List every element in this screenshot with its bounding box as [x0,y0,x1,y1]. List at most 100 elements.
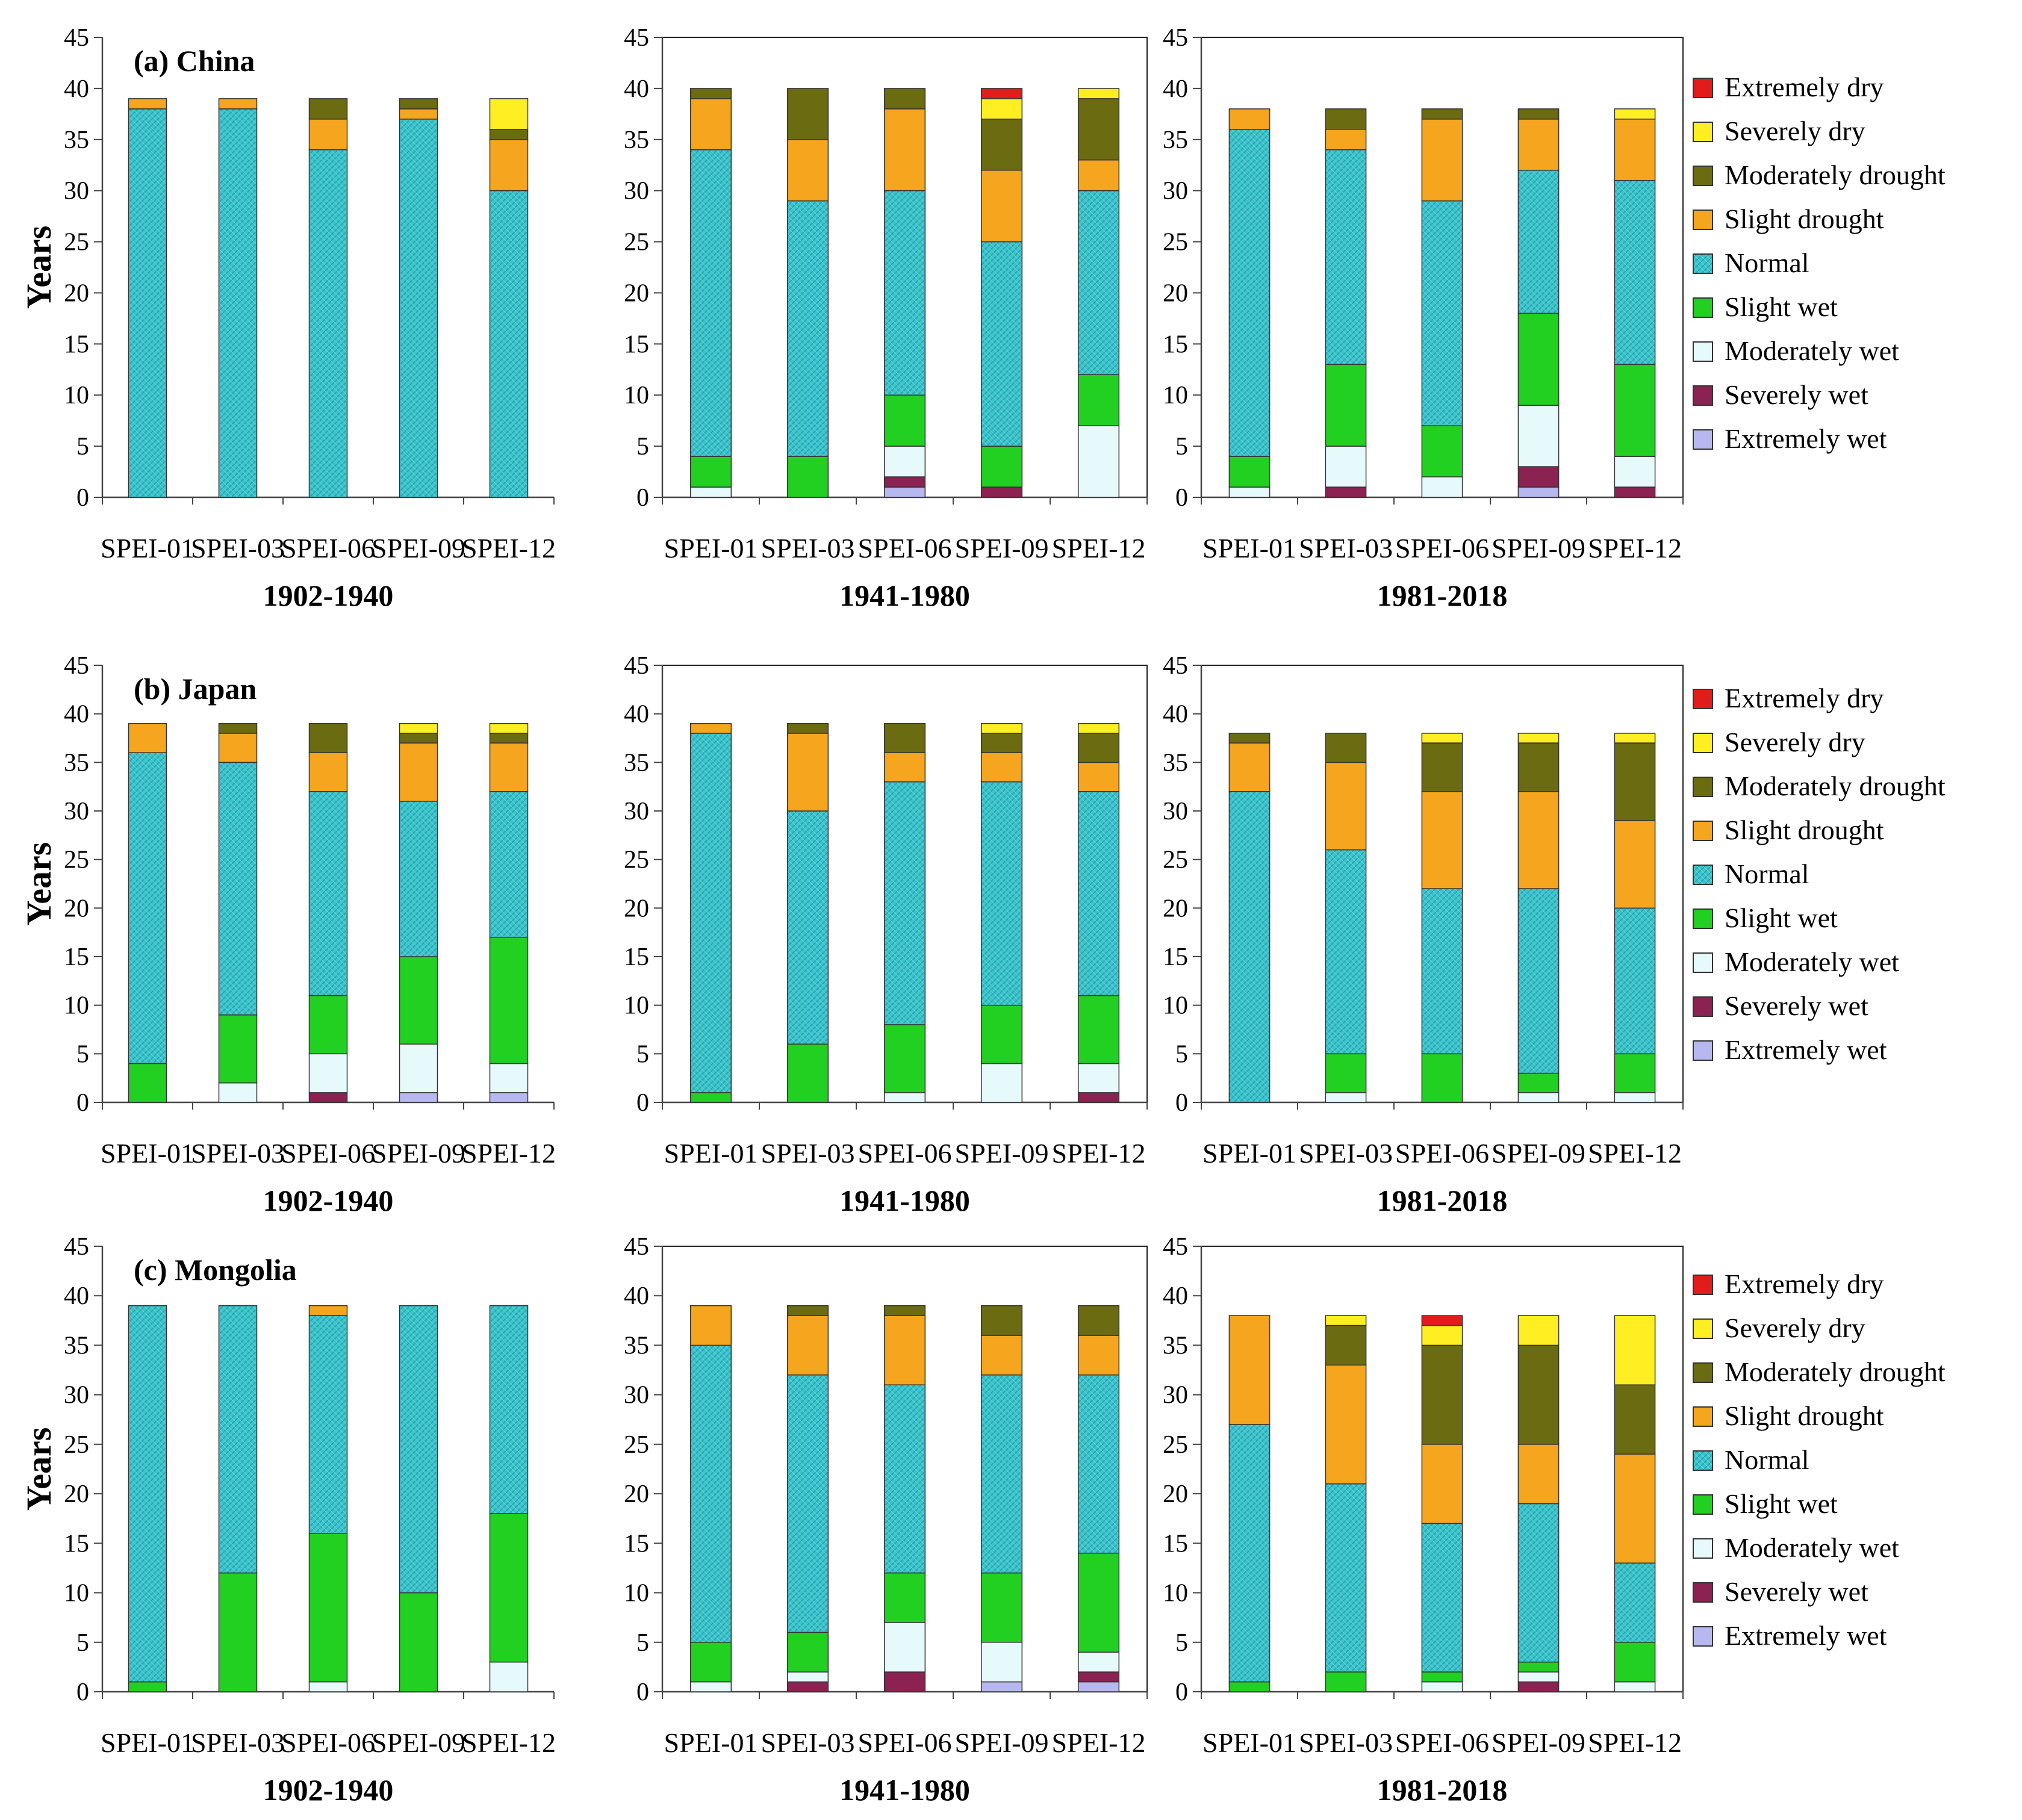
bar-segment-spei-12-slight-drought [1614,1453,1656,1564]
normal-swatch-icon [1693,253,1713,274]
bar-segment-spei-01-slight-wet [128,1681,167,1692]
x-category-label: SPEI-01 [664,1138,758,1169]
period-label: 1981-2018 [1377,579,1508,612]
bar-segment-spei-06-normal [308,149,348,498]
x-category-label: SPEI-09 [372,533,465,564]
period-label: 1981-2018 [1377,1184,1508,1217]
x-category-label: SPEI-03 [191,533,285,564]
bar-segment-spei-03-moderately-wet [786,1671,829,1683]
bar-segment-spei-01-slight-drought [689,723,732,734]
bar-segment-spei-12-moderately-drought [1614,1384,1656,1455]
bar-segment-spei-12-moderately-drought [1077,1305,1120,1336]
y-tick-label: 30 [1163,178,1188,205]
x-category-label: SPEI-09 [1492,1138,1585,1169]
bar-segment-spei-12-slight-wet [1614,364,1656,457]
bar-segment-spei-12-slight-wet [1077,374,1120,426]
bar-segment-spei-06-moderately-wet [883,1622,926,1672]
x-category-label: SPEI-01 [101,1727,194,1758]
y-tick-label: 5 [1175,1629,1188,1657]
legend-label-slight-wet: Slight wet [1725,1488,1838,1519]
bar-segment-spei-06-severely-dry [1421,733,1463,744]
y-tick-label: 15 [624,1530,649,1558]
bar-segment-spei-03-slight-drought [1325,129,1367,151]
y-tick-label: 35 [64,749,89,777]
bar-segment-spei-03-slight-drought [1325,1364,1367,1485]
y-tick-label: 45 [1163,652,1188,680]
x-category-label: SPEI-03 [1299,1727,1393,1758]
y-tick-label: 40 [64,1282,89,1310]
bar-segment-spei-01-slight-wet [128,1063,167,1103]
x-category-label: SPEI-12 [462,533,556,564]
bar-segment-spei-12-moderately-wet [1077,1651,1120,1672]
bar-segment-spei-09-slight-drought [980,169,1023,243]
y-tick-label: 15 [624,943,649,971]
bar-segment-spei-01-normal [689,733,732,1093]
y-tick-label: 15 [64,943,89,971]
bar-segment-spei-06-moderately-drought [1421,108,1463,120]
bar-segment-spei-09-severely-dry [1517,1315,1560,1346]
bar-segment-spei-06-slight-drought [1421,790,1463,889]
severely-dry-swatch-icon [1693,122,1713,142]
y-tick-label: 35 [624,749,649,777]
y-tick-label: 30 [624,178,649,205]
y-tick-label: 45 [64,24,89,52]
x-category-label: SPEI-03 [761,1138,855,1169]
bar-segment-spei-09-moderately-wet [980,1642,1023,1683]
bar-segment-spei-09-moderately-drought [980,1305,1023,1336]
bar-segment-spei-09-moderately-wet [980,1063,1023,1103]
bar-segment-spei-12-slight-drought [489,139,529,191]
bar-segment-spei-03-slight-wet [1325,1671,1367,1692]
y-tick-label: 0 [1175,1679,1188,1706]
bar-segment-spei-12-severely-dry [1077,723,1120,734]
extremely-dry-swatch-icon [1693,1275,1713,1295]
y-tick-label: 5 [636,1629,649,1657]
moderately-wet-swatch-icon [1693,952,1713,973]
legend-japan: Extremely dry Severely dry Moderately drou… [1693,683,1946,1065]
bar-segment-spei-06-slight-wet [883,394,926,447]
x-category-label: SPEI-03 [191,1727,285,1758]
bar-segment-spei-09-normal [1517,1503,1560,1663]
x-category-label: SPEI-06 [858,1138,952,1169]
bar-segment-spei-03-slight-wet [786,456,829,498]
extremely-wet-swatch-icon [1693,1040,1713,1061]
bar-segment-spei-06-extremely-dry [1421,1315,1463,1326]
bar-segment-spei-09-normal [980,781,1023,1006]
x-category-label: SPEI-06 [281,533,375,564]
bar-segment-spei-06-slight-drought [308,752,348,792]
bar-segment-spei-03-normal [786,810,829,1045]
legend-mongolia: Extremely dry Severely dry Moderately drou… [1693,1269,1946,1651]
y-tick-label: 0 [76,1089,89,1117]
y-tick-label: 0 [636,484,649,512]
bar-segment-spei-09-slight-wet [1517,312,1560,406]
y-tick-label: 20 [624,1480,649,1508]
bar-segment-spei-03-normal [1325,1483,1367,1672]
legend-label-extremely-dry: Extremely dry [1725,72,1884,102]
bar-segment-spei-01-slight-drought [1228,742,1271,792]
slight-drought-swatch-icon [1693,210,1713,230]
bar-segment-spei-01-normal [128,752,167,1064]
period-label: 1941-1980 [839,579,970,612]
bar-segment-spei-06-moderately-drought [1421,742,1463,792]
bar-segment-spei-09-severely-wet [1517,466,1560,488]
bar-segment-spei-12-severely-wet [1077,1092,1120,1103]
bar-segment-spei-12-normal [489,1305,529,1514]
y-tick-label: 15 [64,331,89,358]
bar-segment-spei-12-moderately-wet [489,1661,529,1692]
y-tick-label: 20 [64,1480,89,1508]
bar-segment-spei-01-slight-drought [689,1305,732,1346]
severely-dry-swatch-icon [1693,733,1713,753]
bar-segment-spei-09-severely-dry [980,723,1023,734]
bar-segment-spei-01-normal [128,108,167,498]
y-axis-label: Years [19,226,58,309]
bar-segment-spei-01-slight-drought [128,723,167,753]
bar-segment-spei-03-moderately-wet [1325,446,1367,488]
bar-segment-spei-09-severely-dry [399,723,438,734]
x-category-label: SPEI-01 [664,533,758,564]
bar-segment-spei-03-moderately-drought [786,88,829,140]
y-tick-label: 45 [1163,24,1188,52]
bar-segment-spei-03-moderately-drought [1325,733,1367,763]
x-category-label: SPEI-09 [1492,1727,1585,1758]
x-category-label: SPEI-03 [1299,533,1393,564]
